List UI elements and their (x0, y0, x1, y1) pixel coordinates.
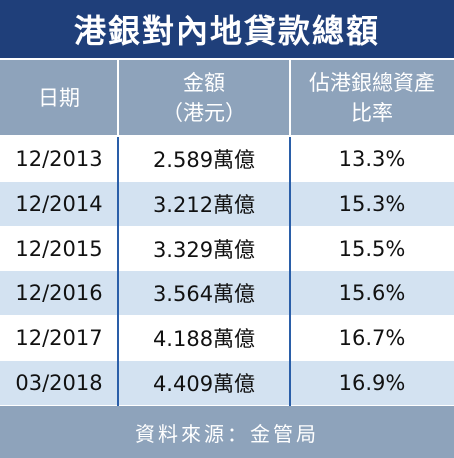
header-text: 比率 (351, 100, 393, 125)
table-cell: 12/2014 (15, 191, 103, 216)
table-header: 日期 金額 （港元） 佔港銀總資產 比率 (0, 60, 454, 135)
header-text: 日期 (38, 85, 80, 110)
table-cell: 12/2017 (15, 326, 103, 351)
header-cell: 金額 （港元） (118, 60, 290, 135)
column-divider (117, 137, 119, 406)
title: 港銀對內地貸款總額 (0, 0, 454, 58)
table-cell: 13.3% (338, 147, 406, 171)
table-cell: 4.188萬億 (152, 327, 256, 352)
table-cell: 15.6% (338, 281, 406, 306)
header-text: 金額 (183, 70, 225, 95)
table-cell: 12/2015 (15, 236, 103, 261)
table-cell: 16.9% (338, 371, 406, 395)
source: 資料來源：金管局 (0, 406, 454, 458)
table-cell: 16.7% (338, 326, 406, 351)
table-cell: 4.409萬億 (152, 372, 256, 396)
column-divider (117, 60, 119, 135)
header-text: 佔港銀總資產 (309, 70, 435, 95)
table-cell: 3.564萬億 (152, 282, 256, 307)
table-cell: 03/2018 (15, 371, 103, 395)
table-row: 12/2017 4.188萬億 16.7% (0, 316, 454, 361)
table-cell: 12/2013 (15, 147, 103, 171)
header-cell: 佔港銀總資產 比率 (290, 60, 454, 135)
table-row: 12/2014 3.212萬億 15.3% (0, 181, 454, 226)
table-cell: 3.329萬億 (152, 237, 256, 262)
header-cell: 日期 (0, 60, 118, 135)
table-cell: 15.5% (338, 236, 406, 261)
column-divider (289, 60, 291, 135)
table-row: 12/2013 2.589萬億 13.3% (0, 137, 454, 181)
table-cell: 3.212萬億 (152, 192, 256, 217)
column-divider (289, 137, 291, 406)
table-row: 12/2016 3.564萬億 15.6% (0, 271, 454, 316)
table-cell: 15.3% (338, 191, 406, 216)
table-cell: 2.589萬億 (152, 148, 256, 172)
table-cell: 12/2016 (15, 281, 103, 306)
table-row: 12/2015 3.329萬億 15.5% (0, 226, 454, 271)
table-row: 03/2018 4.409萬億 16.9% (0, 361, 454, 405)
header-text: （港元） (162, 100, 246, 125)
